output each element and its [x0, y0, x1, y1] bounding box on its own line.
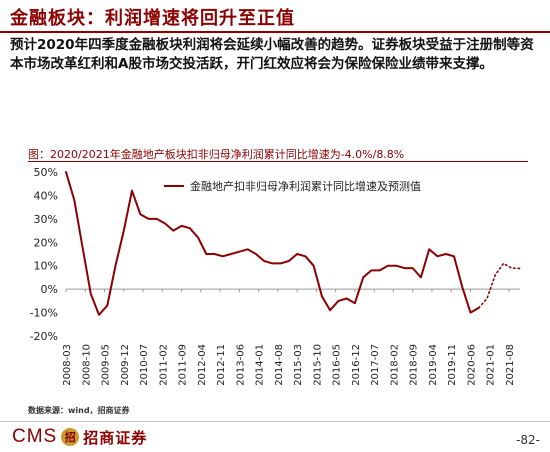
x-tick-label: 2017-07 — [370, 344, 381, 386]
x-tick-label: 2009-05 — [101, 344, 112, 386]
x-tick-label: 2011-02 — [158, 344, 169, 386]
y-tick-label: 50% — [34, 166, 58, 179]
x-tick-label: 2010-07 — [139, 344, 150, 386]
chart-legend: 金融地产扣非归母净利润累计同比增速及预测值 — [164, 179, 421, 193]
logo-chinese-text: 招商证券 — [83, 428, 148, 447]
y-tick-label: -10% — [30, 307, 58, 320]
series-layer — [65, 171, 521, 316]
x-tick-label: 2014-08 — [274, 344, 285, 386]
page-number: -82- — [516, 433, 540, 447]
x-tick-label: 2009-12 — [120, 344, 131, 386]
line-chart: 50% 40% 30% 20% 10% 0% -10% -20% 2008-03 2008-10… — [30, 166, 521, 386]
x-tick-label: 2021-08 — [505, 344, 516, 386]
y-tick-label: 30% — [34, 213, 58, 226]
x-tick-label: 2013-06 — [235, 344, 246, 386]
x-tick-label: 2012-11 — [216, 344, 227, 386]
x-tick-label: 2016-12 — [351, 344, 362, 386]
x-tick-label: 2012-04 — [197, 344, 208, 386]
footer-divider — [0, 421, 550, 422]
x-tick-label: 2019-11 — [447, 344, 458, 386]
x-tick-label: 2019-04 — [428, 344, 439, 386]
y-tick-label: 40% — [34, 189, 58, 202]
data-source: 数据来源：wind，招商证券 — [28, 406, 130, 415]
x-tick-label: 2016-05 — [332, 344, 343, 386]
y-tick-label: 10% — [34, 260, 58, 273]
x-tick-label: 2018-09 — [409, 344, 420, 386]
intro-paragraph: 预计2020年四季度金融板块利润将会延续小幅改善的趋势。证券板块受益于注册制等资… — [10, 37, 534, 72]
x-tick-label: 2011-09 — [178, 344, 189, 386]
x-tick-label: 2015-03 — [293, 344, 304, 386]
forecast-series-line — [477, 262, 521, 309]
x-tick-label: 2015-10 — [312, 344, 323, 386]
logo-cms-text: CMS — [12, 426, 58, 447]
figure-caption: 图：2020/2021年金融地产板块扣非归母净利润累计同比增速为-4.0%/8.… — [28, 148, 405, 161]
x-tick-label: 2021-01 — [486, 344, 497, 386]
x-axis: 2008-03 2008-10 2009-05 2009-12 2010-07 2011-… — [62, 288, 520, 386]
x-tick-label: 2020-06 — [466, 344, 477, 386]
logo-mark-icon: 招 — [61, 428, 80, 446]
y-tick-label: 20% — [34, 236, 58, 249]
figure-caption-divider — [28, 161, 528, 162]
page-title: 金融板块：利润增速将回升至正值 — [10, 8, 295, 29]
company-logo: CMS 招 招商证券 — [12, 426, 147, 448]
x-tick-label: 2014-01 — [255, 344, 266, 386]
x-tick-label: 2008-03 — [62, 344, 73, 386]
x-tick-label: 2018-02 — [389, 344, 400, 386]
y-tick-label: 0% — [41, 283, 58, 296]
legend-label: 金融地产扣非归母净利润累计同比增速及预测值 — [190, 179, 421, 193]
title-divider — [0, 31, 550, 33]
actual-series-line — [65, 171, 480, 316]
x-tick-label: 2008-10 — [81, 344, 92, 386]
y-tick-label: -20% — [30, 330, 58, 343]
y-axis: 50% 40% 30% 20% 10% 0% -10% -20% — [30, 166, 58, 343]
